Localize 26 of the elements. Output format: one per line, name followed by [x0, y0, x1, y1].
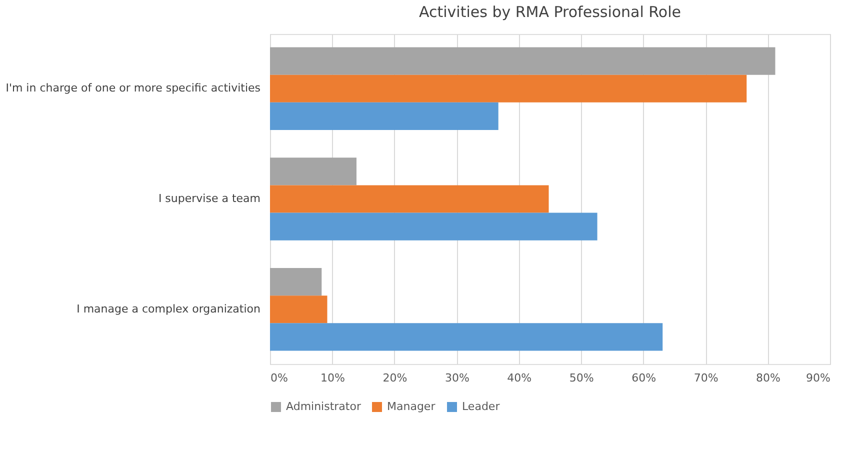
x-tick-label: 20% — [382, 372, 408, 384]
y-tick-label: I manage a complex organization — [76, 302, 261, 316]
legend-label: Manager — [387, 400, 436, 413]
x-tick-label: 40% — [507, 372, 532, 384]
x-tick-label: 60% — [632, 372, 656, 384]
bar — [270, 323, 663, 351]
chart-title: Activities by RMA Professional Role — [419, 3, 681, 21]
x-tick-label: 10% — [320, 372, 345, 384]
bar — [270, 74, 747, 102]
x-tick-label: 50% — [569, 372, 594, 384]
x-tick-label: 0% — [270, 372, 288, 384]
legend-label: Administrator — [286, 400, 362, 413]
y-tick-label: I supervise a team — [158, 192, 260, 205]
bar — [270, 268, 322, 296]
bar — [270, 212, 598, 240]
bar — [270, 102, 498, 130]
x-tick-label: 30% — [444, 372, 470, 384]
bar — [270, 185, 549, 213]
x-tick-label: 90% — [806, 372, 830, 384]
y-tick-label: I'm in charge of one or more specific activities — [6, 82, 261, 95]
bar — [270, 158, 356, 186]
x-tick-label: 70% — [694, 372, 718, 384]
bar — [270, 47, 776, 75]
x-tick-label: 80% — [756, 372, 781, 384]
legend-label: Leader — [462, 400, 500, 413]
bar — [270, 296, 328, 324]
